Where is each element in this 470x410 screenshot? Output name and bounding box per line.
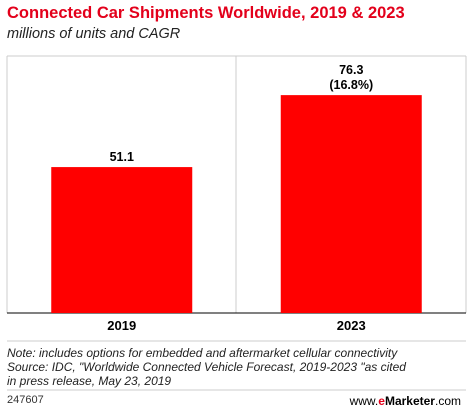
chart-id: 247607 (7, 394, 44, 406)
source-line: Source: IDC, "Worldwide Connected Vehicl… (7, 360, 406, 374)
brand-suffix: .com (434, 394, 461, 408)
bar-2019 (51, 167, 193, 313)
brand-e: e (378, 394, 385, 408)
x-tick-label-2023: 2023 (337, 318, 366, 333)
chart-title: Connected Car Shipments Worldwide, 2019 … (7, 4, 405, 22)
brand-name: Marketer (384, 394, 435, 408)
x-tick-label-2019: 2019 (107, 318, 136, 333)
bars-group: 51.1 2019 76.3(16.8%) 2023 (51, 63, 422, 333)
cagr-label-2023: (16.8%) (329, 78, 373, 92)
brand-prefix: www. (349, 394, 379, 408)
chart-notes: Note: includes options for embedded and … (7, 346, 467, 388)
chart-subtitle: millions of units and CAGR (7, 26, 181, 42)
bar-2023 (280, 95, 422, 313)
source-line-continued: in press release, May 23, 2019 (7, 374, 172, 388)
brand-link[interactable]: www.eMarketer.com (350, 394, 461, 408)
note-line: Note: includes options for embedded and … (7, 346, 398, 360)
data-label-2019: 51.1 (110, 150, 134, 164)
data-label-2023: 76.3 (339, 63, 363, 77)
